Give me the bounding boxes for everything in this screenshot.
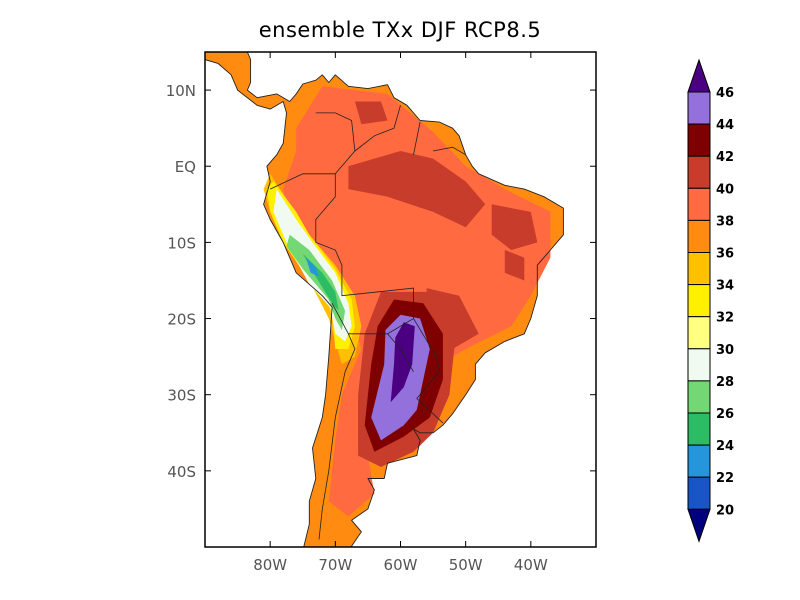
colorbar-swatch: [687, 284, 711, 318]
colorbar-swatch: [687, 380, 711, 414]
country-border: [315, 196, 414, 319]
colorbar-swatch: [687, 187, 711, 221]
country-border: [318, 303, 356, 540]
contour-40-42-2: [491, 204, 538, 250]
colorbar-swatch: [687, 155, 711, 189]
colorbar-label: 26: [716, 407, 734, 422]
colorbar-swatch: [687, 91, 711, 125]
colorbar-swatch: [687, 123, 711, 157]
colorbar-swatch: [687, 316, 711, 350]
map-fields: [205, 52, 564, 547]
colorbar-label: 24: [716, 439, 734, 454]
lon-tick-label: 80W: [253, 556, 287, 574]
lat-tick-label: 40S: [167, 463, 196, 481]
country-border: [315, 112, 356, 197]
country-border: [354, 105, 401, 152]
colorbar-label: 46: [716, 86, 734, 101]
colorbar-label: 40: [716, 182, 734, 197]
colorbar-label: 22: [716, 471, 734, 486]
colorbar-label: 20: [716, 503, 734, 518]
country-border: [270, 173, 336, 190]
contour-22-24: [306, 257, 319, 277]
colorbar: 20 22 24 26 28 30 32 34 36 38 40 42 44 46: [687, 58, 734, 543]
colorbar-label: 44: [716, 118, 734, 133]
colorbar-swatch: [687, 348, 711, 382]
lat-tick-label: 30S: [167, 387, 196, 405]
lon-tick-label: 60W: [384, 556, 418, 574]
lat-tick-label: 20S: [167, 311, 196, 329]
contour-26-28: [286, 234, 346, 330]
colorbar-label: 28: [716, 375, 734, 390]
colorbar-swatch: [687, 412, 711, 446]
contour-above-46: [390, 322, 415, 403]
lat-tick-label: 10N: [166, 82, 196, 100]
colorbar-swatch: [687, 252, 711, 286]
lat-tick-label: EQ: [175, 158, 196, 176]
contour-40-42-1: [354, 101, 388, 125]
colorbar-swatch: [687, 219, 711, 253]
contour-40-42-4: [504, 250, 525, 281]
country-border: [433, 146, 466, 156]
colorbar-label: 42: [716, 150, 734, 165]
colorbar-label: 36: [716, 247, 734, 262]
axis-ticks: 10N EQ 10S 20S 30S 40S 80W 70W 60W 50W 40W: [166, 52, 596, 574]
colorbar-label: 30: [716, 343, 734, 358]
colorbar-label: 38: [716, 214, 734, 229]
colorbar-label: 34: [716, 279, 734, 294]
colorbar-below-triangle: [687, 508, 711, 543]
coastline: [205, 52, 564, 547]
lat-tick-label: 10S: [167, 234, 196, 252]
country-border: [413, 122, 421, 155]
lon-tick-label: 70W: [318, 556, 352, 574]
lon-tick-label: 50W: [449, 556, 483, 574]
lon-tick-label: 40W: [514, 556, 548, 574]
colorbar-swatch: [687, 444, 711, 478]
country-border: [387, 333, 414, 372]
contour-40-42-0: [348, 151, 486, 228]
map-title: ensemble TXx DJF RCP8.5: [258, 18, 542, 42]
colorbar-swatch: [687, 476, 711, 510]
colorbar-label: 32: [716, 311, 734, 326]
colorbar-above-triangle: [687, 58, 711, 93]
